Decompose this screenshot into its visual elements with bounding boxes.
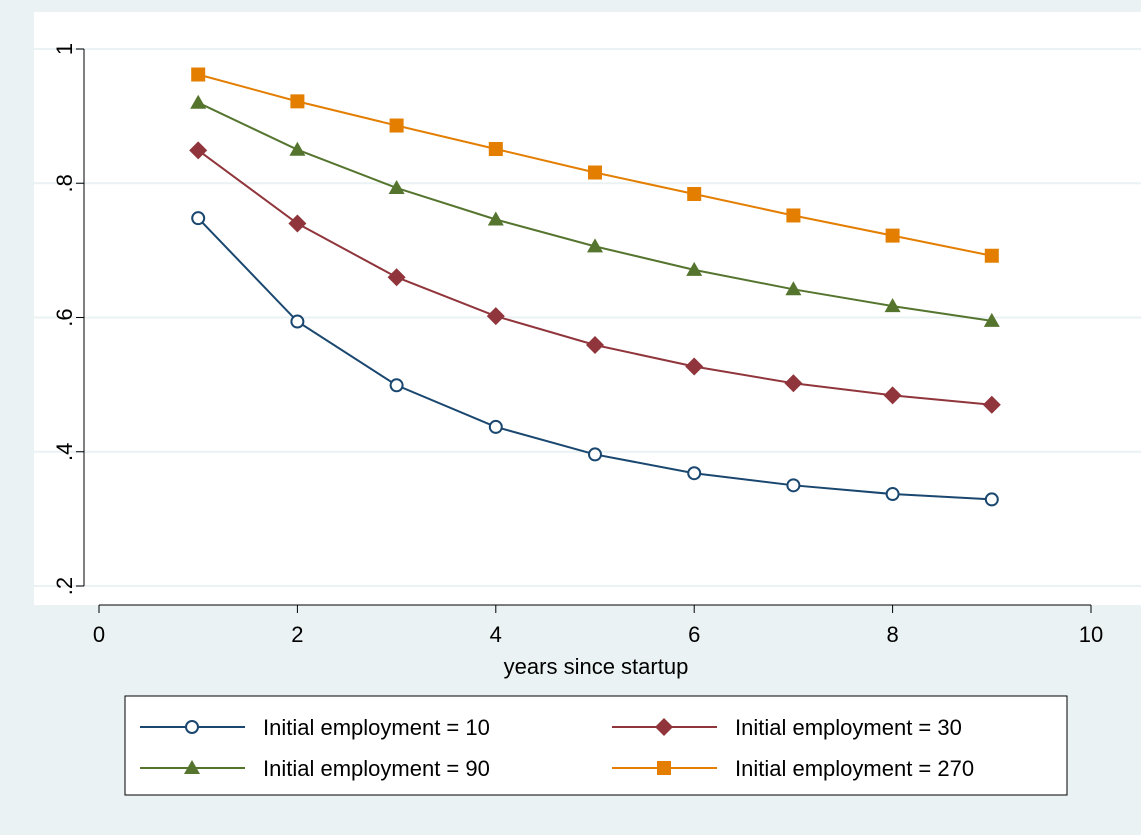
legend-label: Initial employment = 10	[263, 715, 490, 740]
data-point	[786, 478, 801, 493]
data-point	[984, 248, 999, 263]
data-point	[885, 228, 900, 243]
data-point	[190, 94, 207, 109]
data-point	[387, 268, 406, 287]
legend-marker	[655, 718, 673, 736]
legend: Initial employment = 10 Initial employmen…	[140, 715, 974, 781]
data-point	[587, 238, 603, 253]
x-tick-label: 4	[490, 622, 502, 647]
legend-label: Initial employment = 30	[735, 715, 962, 740]
data-point	[786, 208, 801, 223]
data-point	[189, 141, 208, 160]
data-point	[389, 118, 404, 133]
legend-label: Initial employment = 270	[735, 756, 974, 781]
y-tick-label: .6	[52, 308, 77, 326]
data-point	[290, 314, 305, 329]
axes: .2.4.6.810 2 4 6 8 10	[52, 43, 1103, 647]
data-point	[588, 165, 602, 180]
data-point	[983, 312, 1000, 327]
legend-marker	[185, 720, 199, 734]
data-point	[785, 281, 802, 296]
x-axis-title: years since startup	[504, 654, 689, 679]
data-point	[487, 211, 504, 226]
legend-marker	[184, 760, 200, 774]
data-point	[784, 374, 803, 393]
data-point	[388, 179, 405, 194]
data-point	[486, 307, 505, 326]
data-point	[191, 211, 206, 226]
x-tick-label: 0	[93, 622, 105, 647]
data-point	[488, 142, 503, 157]
data-point	[586, 336, 604, 355]
data-point	[389, 378, 404, 393]
data-point	[290, 94, 305, 109]
data-point	[488, 419, 503, 434]
data-point	[191, 67, 206, 82]
plot-area	[34, 12, 1141, 605]
legend-label: Initial employment = 90	[263, 756, 490, 781]
data-point	[883, 386, 902, 405]
data-point	[685, 357, 704, 376]
data-point	[885, 487, 900, 502]
x-tick-label: 10	[1079, 622, 1103, 647]
data-point	[884, 298, 901, 313]
legend-box	[124, 695, 1068, 796]
x-tick-label: 6	[688, 622, 700, 647]
y-tick-label: .2	[52, 577, 77, 595]
data-point	[588, 447, 602, 462]
data-point	[687, 466, 702, 481]
legend-marker	[657, 761, 671, 775]
data-point	[288, 214, 307, 233]
y-tick-label: .4	[52, 443, 77, 461]
data-point	[982, 395, 1001, 414]
data-point	[686, 261, 703, 276]
x-tick-label: 2	[291, 622, 303, 647]
data-point	[289, 141, 306, 156]
y-tick-label: .8	[52, 174, 77, 192]
data-point	[984, 492, 999, 507]
data-point	[687, 186, 702, 201]
x-tick-label: 8	[886, 622, 898, 647]
y-tick-label: 1	[52, 43, 77, 55]
series-lines	[189, 67, 1001, 507]
